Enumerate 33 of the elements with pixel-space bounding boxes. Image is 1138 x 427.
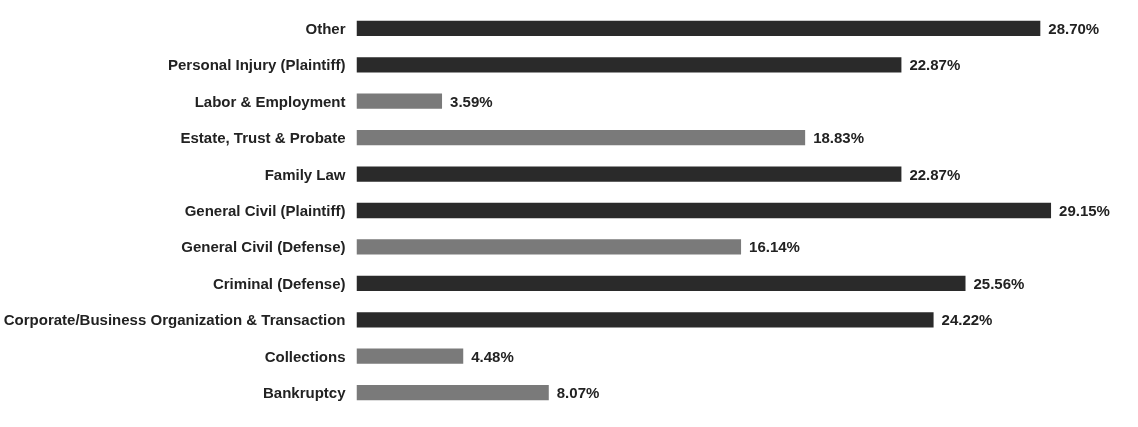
data-label: 22.87% bbox=[909, 165, 961, 183]
bar bbox=[356, 93, 443, 109]
data-label: 25.56% bbox=[973, 274, 1025, 292]
bar bbox=[356, 202, 1052, 219]
y-tick-label: Labor & Employment bbox=[194, 92, 346, 110]
bar bbox=[356, 239, 742, 255]
y-tick-label: Personal Injury (Plaintiff) bbox=[167, 56, 346, 74]
bar bbox=[356, 20, 1041, 37]
bar bbox=[356, 57, 902, 73]
data-label: 28.70% bbox=[1048, 19, 1100, 37]
data-label: 8.07% bbox=[556, 384, 600, 402]
data-label: 4.48% bbox=[471, 347, 514, 365]
y-tick-label: Estate, Trust & Probate bbox=[180, 129, 346, 147]
y-tick-label: Bankruptcy bbox=[262, 384, 347, 402]
y-tick-label: Other bbox=[305, 19, 346, 37]
data-label: 29.15% bbox=[1059, 202, 1110, 219]
bar bbox=[356, 348, 464, 364]
bar bbox=[356, 384, 549, 401]
y-tick-label: Collections bbox=[264, 347, 346, 365]
bar bbox=[356, 275, 966, 292]
bar bbox=[356, 129, 806, 146]
y-tick-label: Family Law bbox=[264, 165, 346, 183]
y-tick-label: General Civil (Plaintiff) bbox=[184, 202, 346, 219]
bar bbox=[356, 312, 934, 328]
y-tick-label: General Civil (Defense) bbox=[181, 238, 346, 256]
y-tick-label: Corporate/Business Organization & Transaction bbox=[3, 311, 346, 329]
data-label: 16.14% bbox=[749, 238, 800, 256]
bar bbox=[356, 166, 902, 182]
data-label: 22.87% bbox=[909, 56, 961, 74]
y-tick-label: Criminal (Defense) bbox=[212, 274, 346, 292]
data-label: 3.59% bbox=[450, 92, 493, 110]
data-label: 18.83% bbox=[813, 129, 865, 147]
data-label: 24.22% bbox=[941, 311, 993, 329]
